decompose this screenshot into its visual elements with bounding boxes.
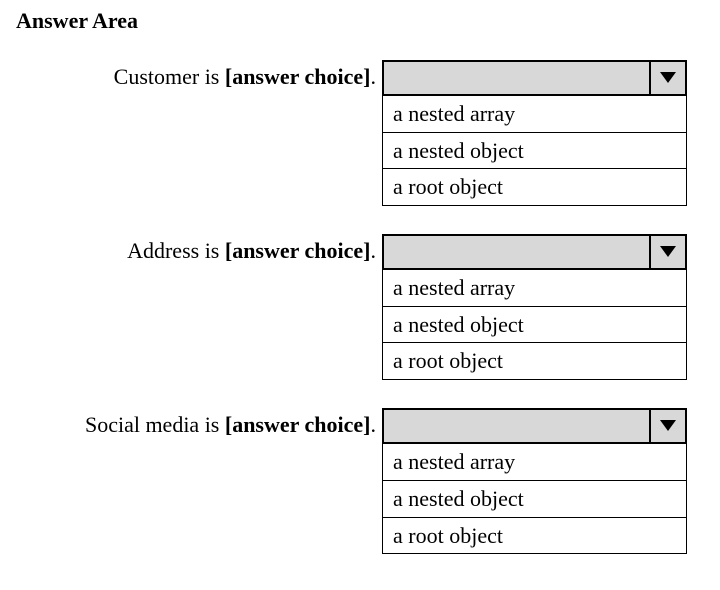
- dropdown-select[interactable]: [382, 408, 687, 444]
- dropdown-option[interactable]: a nested object: [383, 133, 686, 170]
- dropdown-group: a nested array a nested object a root ob…: [382, 60, 687, 206]
- chevron-down-icon: [649, 410, 685, 442]
- dropdown-select[interactable]: [382, 60, 687, 96]
- dropdown-option[interactable]: a nested object: [383, 307, 686, 344]
- prompt-emphasis: [answer choice]: [225, 412, 371, 437]
- question-row: Social media is [answer choice]. a neste…: [16, 408, 704, 554]
- dropdown-group: a nested array a nested object a root ob…: [382, 408, 687, 554]
- prompt-suffix: .: [371, 412, 377, 437]
- question-prompt: Address is [answer choice].: [36, 234, 382, 264]
- dropdown-selected-value: [384, 410, 649, 442]
- page-title: Answer Area: [16, 8, 704, 34]
- dropdown-option[interactable]: a nested array: [383, 96, 686, 133]
- prompt-suffix: .: [371, 64, 377, 89]
- dropdown-option[interactable]: a root object: [383, 343, 686, 379]
- dropdown-options: a nested array a nested object a root ob…: [382, 96, 687, 206]
- question-prompt: Customer is [answer choice].: [36, 60, 382, 90]
- dropdown-group: a nested array a nested object a root ob…: [382, 234, 687, 380]
- prompt-emphasis: [answer choice]: [225, 64, 371, 89]
- dropdown-option[interactable]: a nested array: [383, 270, 686, 307]
- prompt-prefix: Customer is: [114, 64, 225, 89]
- dropdown-options: a nested array a nested object a root ob…: [382, 270, 687, 380]
- dropdown-options: a nested array a nested object a root ob…: [382, 444, 687, 554]
- question-row: Customer is [answer choice]. a nested ar…: [16, 60, 704, 206]
- chevron-down-icon: [649, 62, 685, 94]
- prompt-suffix: .: [371, 238, 377, 263]
- dropdown-option[interactable]: a root object: [383, 518, 686, 554]
- question-row: Address is [answer choice]. a nested arr…: [16, 234, 704, 380]
- dropdown-option[interactable]: a nested array: [383, 444, 686, 481]
- prompt-prefix: Address is: [127, 238, 225, 263]
- dropdown-selected-value: [384, 62, 649, 94]
- dropdown-selected-value: [384, 236, 649, 268]
- question-prompt: Social media is [answer choice].: [36, 408, 382, 438]
- dropdown-option[interactable]: a root object: [383, 169, 686, 205]
- chevron-down-icon: [649, 236, 685, 268]
- dropdown-option[interactable]: a nested object: [383, 481, 686, 518]
- dropdown-select[interactable]: [382, 234, 687, 270]
- prompt-emphasis: [answer choice]: [225, 238, 371, 263]
- prompt-prefix: Social media is: [85, 412, 225, 437]
